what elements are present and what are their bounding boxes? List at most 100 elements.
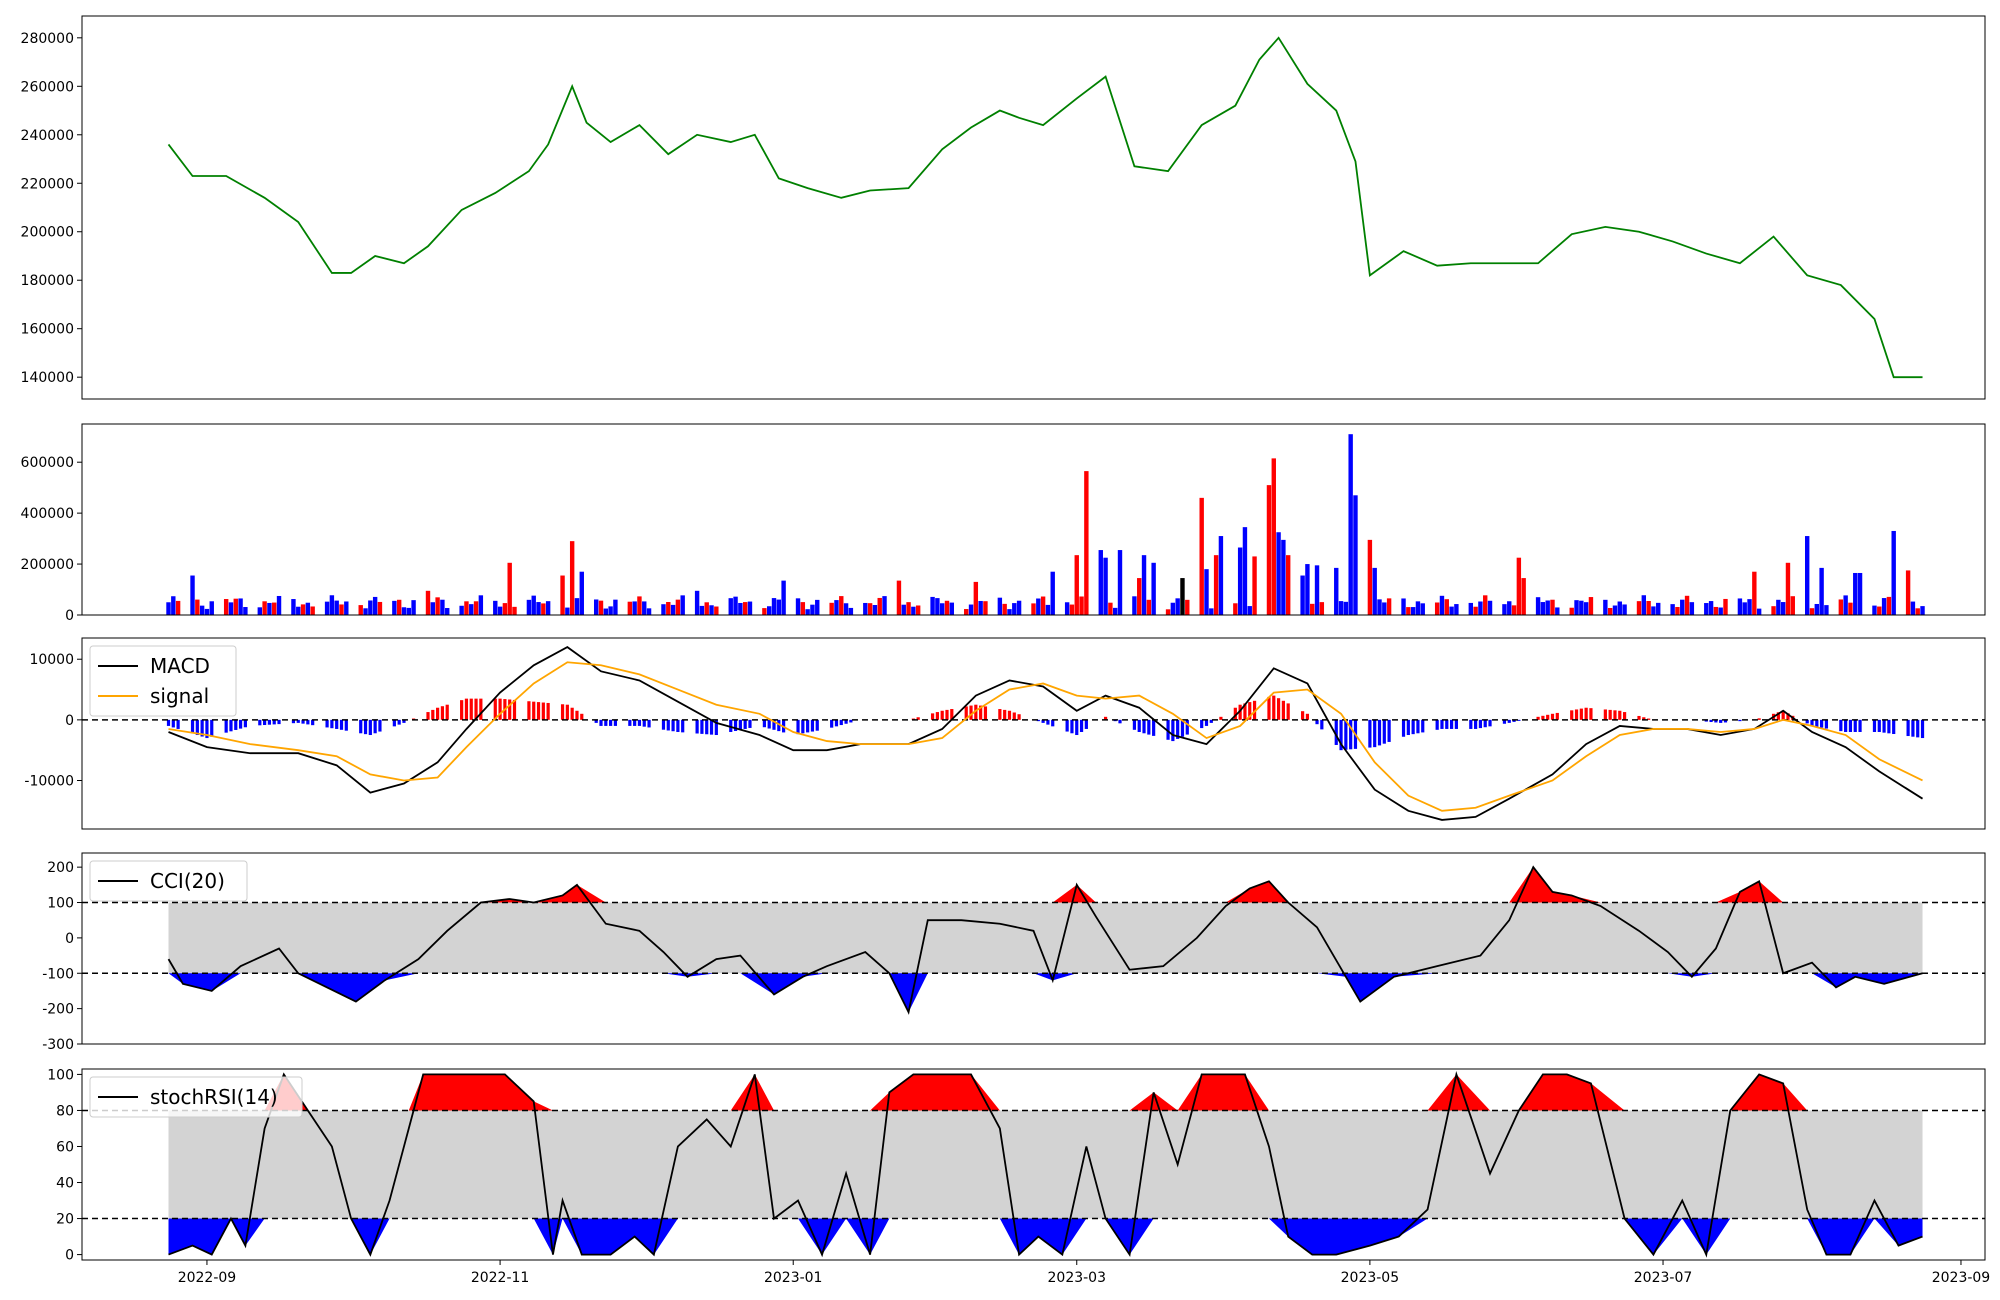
macd-histogram-bar [527, 701, 531, 720]
volume-bar [1848, 602, 1853, 615]
volume-bar [1483, 595, 1488, 615]
volume-bar [1406, 607, 1411, 615]
price-ytick-label: 260000 [21, 79, 74, 95]
volume-bar [1891, 530, 1896, 615]
macd-ytick-label: -10000 [24, 773, 74, 789]
volume-bar [209, 601, 214, 615]
volume-bar [1583, 602, 1589, 615]
macd-histogram-bar [1478, 719, 1483, 729]
macd-histogram-bar [777, 719, 781, 732]
macd-histogram-bar [666, 719, 670, 731]
stochrsi-ytick-label: 0 [65, 1248, 74, 1264]
volume-bar [896, 580, 902, 615]
macd-histogram-bar [1171, 719, 1175, 742]
macd-histogram-bar [532, 701, 536, 720]
stochrsi-overbought-fill [168, 1074, 1923, 1111]
volume-bar [406, 607, 411, 615]
volume-bar [949, 602, 955, 615]
macd-histogram-bar [1608, 709, 1612, 720]
macd-histogram-bar [1550, 713, 1555, 720]
volume-bar [632, 601, 637, 615]
macd-histogram-bar [1618, 710, 1622, 720]
macd-histogram-bar [916, 717, 920, 720]
macd-histogram-bar [195, 719, 199, 736]
volume-bar [344, 601, 349, 615]
volume-bar [935, 598, 940, 615]
volume-bar [637, 596, 642, 615]
volume-bar [1334, 567, 1339, 615]
macd-histogram-bar [1065, 719, 1069, 732]
volume-bar [1449, 606, 1454, 615]
macd-histogram-bar [1041, 719, 1045, 723]
volume-bar [675, 599, 681, 615]
volume-bar [906, 602, 911, 615]
volume-bar [1444, 599, 1449, 615]
macd-histogram-bar [431, 709, 435, 720]
volume-bar [276, 595, 282, 615]
macd-histogram-bar [272, 719, 276, 725]
macd-histogram-bar [1613, 710, 1617, 720]
cci-oversold-fill [168, 973, 1923, 1013]
macd-histogram-bar [238, 719, 243, 729]
macd-histogram-bar [267, 719, 272, 725]
macd-histogram-bar [1416, 719, 1420, 734]
macd-histogram-bar [844, 719, 848, 724]
macd-histogram-bar [373, 719, 377, 734]
volume-bar [445, 608, 450, 615]
volume-bar [771, 598, 777, 615]
volume-bar [1401, 598, 1406, 615]
macd-histogram-bar [979, 705, 983, 720]
macd-histogram-bar [1176, 719, 1180, 739]
volume-bar [536, 602, 541, 615]
stochrsi-frame [81, 1068, 1986, 1261]
volume-bar [372, 596, 378, 615]
volume-bar [997, 597, 1003, 615]
macd-histogram-bar [714, 719, 718, 736]
macd-histogram-bar [815, 719, 819, 731]
macd-histogram-bar [335, 719, 339, 729]
macd-histogram-bar [1003, 709, 1007, 720]
cci-legend-box [89, 860, 248, 902]
volume-bar [1603, 599, 1608, 615]
volume-bar [613, 599, 618, 615]
macd-histogram-bar [1579, 708, 1583, 720]
volume-bar [1247, 606, 1252, 615]
volume-bar [233, 598, 238, 615]
volume-bar [1656, 602, 1661, 615]
macd-histogram-bar [1488, 719, 1492, 727]
volume-bar [1117, 550, 1123, 615]
macd-histogram-bar [1848, 719, 1853, 732]
macd-histogram-bar [436, 707, 440, 720]
volume-bar [262, 601, 267, 615]
volume-bar [1285, 555, 1291, 615]
stochrsi-ytick-label: 100 [47, 1067, 74, 1083]
volume-bar [646, 608, 652, 615]
volume-bar [1910, 601, 1916, 615]
macd-histogram-bar [676, 719, 680, 732]
price-ytick-label: 140000 [21, 370, 74, 386]
macd-histogram-bar [277, 719, 281, 725]
macd-histogram-bar [1012, 712, 1016, 720]
stochrsi-ytick-label: 60 [56, 1139, 74, 1155]
volume-bar [1809, 608, 1815, 615]
macd-histogram-bar [1704, 719, 1708, 722]
macd-histogram-bar [1642, 717, 1646, 720]
macd-histogram-bar [493, 698, 497, 720]
macd-histogram-bar [700, 719, 704, 734]
macd-histogram-bar [243, 719, 247, 728]
macd-histogram-bar [1738, 719, 1742, 722]
volume-bar [1535, 597, 1541, 615]
volume-bar [781, 580, 786, 615]
volume-bar [175, 600, 181, 615]
macd-histogram-bar [498, 698, 502, 720]
volume-bar [272, 602, 277, 615]
volume-bar [257, 607, 263, 615]
volume-bar [1886, 596, 1892, 615]
volume-bar [243, 607, 248, 615]
macd-histogram-bar [171, 719, 175, 728]
volume-bar [1180, 578, 1185, 615]
macd-histogram-bar [1036, 719, 1040, 722]
macd-histogram-bar [681, 719, 685, 733]
macd-histogram-bar [743, 719, 747, 729]
volume-bar [1641, 595, 1647, 615]
